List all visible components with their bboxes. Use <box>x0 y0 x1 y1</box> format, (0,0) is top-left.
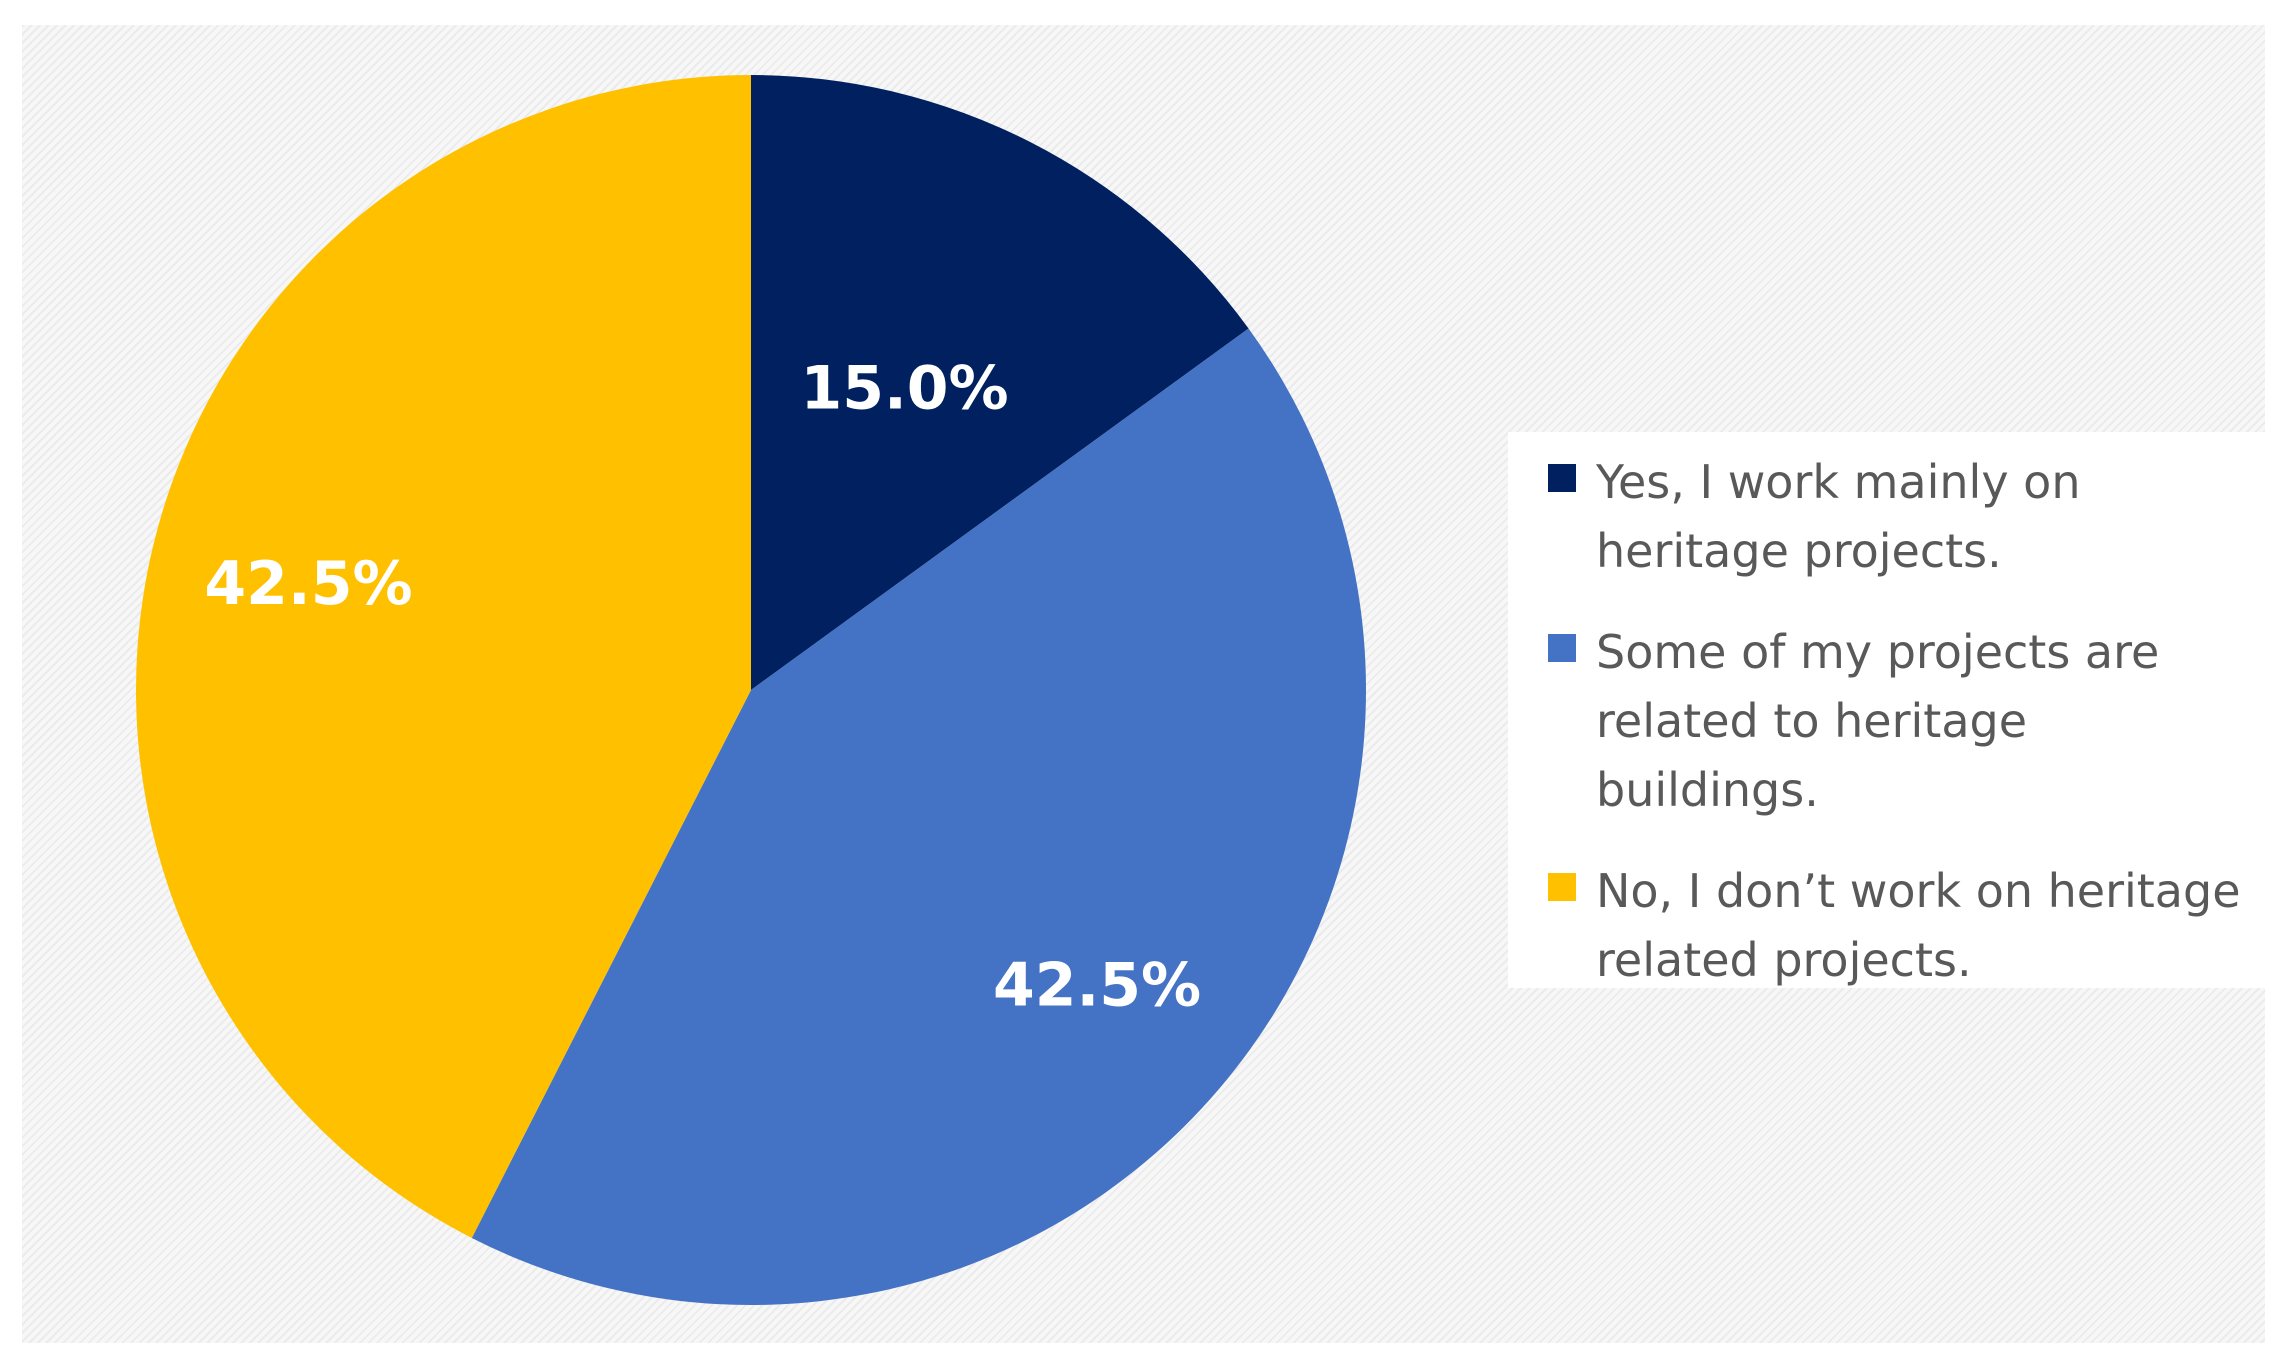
pie-slice-some <box>471 328 1367 1306</box>
legend-label-yes: Yes, I work mainly on heritage projects. <box>1596 455 2081 578</box>
pie-chart: 15.0% 42.5% 42.5% <box>136 75 1367 1306</box>
pie-slice-yes <box>751 75 1249 690</box>
legend-item-yes: Yes, I work mainly on heritage projects. <box>1548 448 2265 586</box>
legend-label-some: Some of my projects are related to herit… <box>1596 625 2160 817</box>
legend: Yes, I work mainly on heritage projects.… <box>1508 432 2265 988</box>
legend-swatch-yes <box>1548 464 1576 492</box>
legend-label-no: No, I don’t work on heritage related pro… <box>1596 864 2241 987</box>
legend-item-no: No, I don’t work on heritage related pro… <box>1548 857 2265 995</box>
data-label-some: 42.5% <box>993 951 1201 1021</box>
legend-swatch-some <box>1548 634 1576 662</box>
data-label-yes: 15.0% <box>801 354 1009 424</box>
data-label-no: 42.5% <box>204 549 412 619</box>
chart-area: 15.0% 42.5% 42.5% Yes, I work mainly on he… <box>22 25 2265 1343</box>
legend-item-some: Some of my projects are related to herit… <box>1548 618 2265 825</box>
legend-swatch-no <box>1548 873 1576 901</box>
pie-slice-no <box>136 75 751 1238</box>
